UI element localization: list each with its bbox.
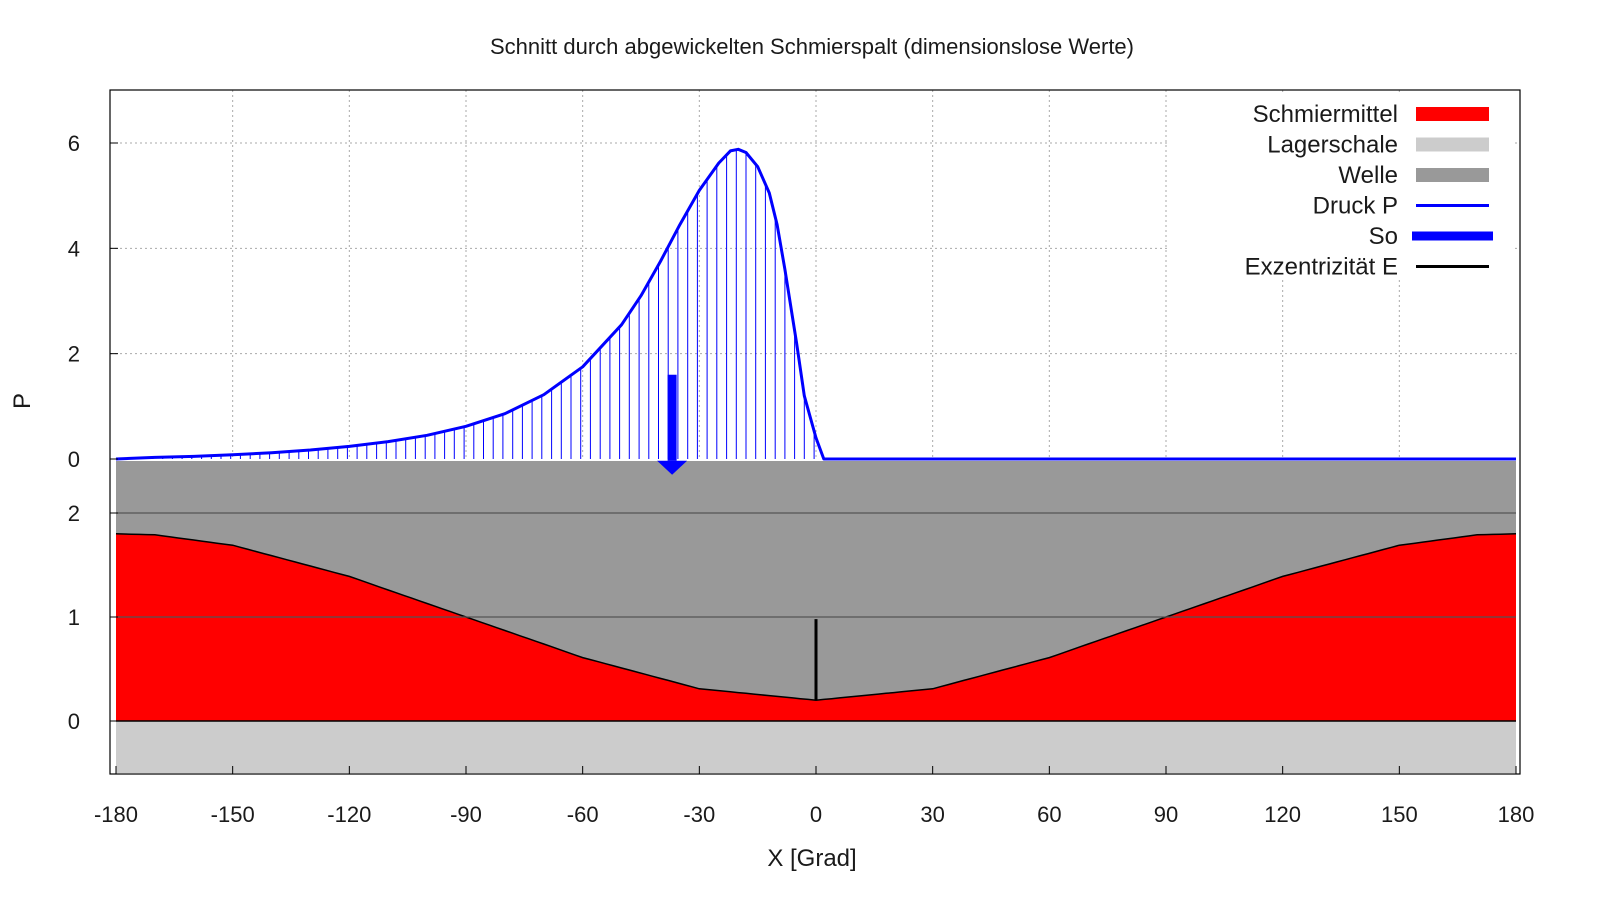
y-tick-label: 6 xyxy=(68,131,80,156)
legend-swatch xyxy=(1416,107,1489,121)
y-tick-label: 4 xyxy=(68,236,80,261)
legend-label: Druck P xyxy=(1313,193,1398,220)
so-arrow-head xyxy=(657,460,688,475)
x-tick-label: -90 xyxy=(450,802,482,827)
y-axis-label: P xyxy=(9,393,36,409)
x-tick-label: -60 xyxy=(567,802,599,827)
y-tick-label: 0 xyxy=(68,709,80,734)
plot-frame xyxy=(109,89,1521,775)
x-tick-label: -120 xyxy=(327,802,371,827)
x-tick-label: 150 xyxy=(1381,802,1418,827)
x-tick-label: 0 xyxy=(810,802,822,827)
legend-label: So xyxy=(1369,223,1398,250)
legend-label: Schmiermittel xyxy=(1253,101,1398,128)
chart-title: Schnitt durch abgewickelten Schmierspalt… xyxy=(490,34,1134,59)
x-tick-label: 30 xyxy=(920,802,944,827)
x-tick-label: 180 xyxy=(1498,802,1535,827)
y-tick-label: 0 xyxy=(68,447,80,472)
schmiermittel-area xyxy=(116,533,1516,721)
x-tick-label: -180 xyxy=(94,802,138,827)
x-tick-label: -30 xyxy=(683,802,715,827)
legend-label: Exzentrizität E xyxy=(1245,254,1398,281)
legend: Schmiermittel Lagerschale Welle Druck P So Ex… xyxy=(1170,94,1514,281)
legend-label: Lagerschale xyxy=(1267,132,1398,159)
lagerschale-area xyxy=(116,721,1516,773)
legend-label: Welle xyxy=(1338,162,1398,189)
x-tick-label: 60 xyxy=(1037,802,1061,827)
y-tick-label: 1 xyxy=(68,605,80,630)
druck-p-line xyxy=(115,147,1516,461)
legend-swatch xyxy=(1416,137,1489,152)
axes: -180 -150 -120 -90 -60 -30 0 30 60 90 120 150 180024… xyxy=(68,89,1535,827)
x-tick-label: 120 xyxy=(1264,802,1301,827)
legend-swatch xyxy=(1416,168,1489,182)
y-tick-label: 2 xyxy=(68,501,80,526)
x-tick-label: -150 xyxy=(211,802,255,827)
x-tick-label: 90 xyxy=(1154,802,1178,827)
legend-box xyxy=(1170,94,1514,280)
y-tick-label: 2 xyxy=(68,342,80,367)
x-axis-label: X [Grad] xyxy=(767,845,856,872)
so-arrow-shaft xyxy=(667,374,677,461)
